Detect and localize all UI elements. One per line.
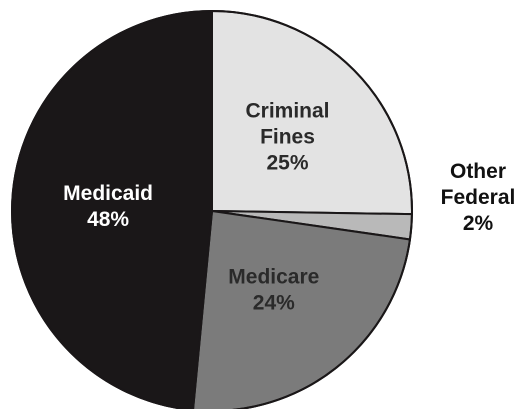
slice-label-other-federal: Other Federal 2% bbox=[441, 160, 516, 235]
slice-label-line: 48% bbox=[87, 208, 129, 231]
slice-label-medicare: Medicare 24% bbox=[228, 266, 319, 315]
slice-label-line: Criminal bbox=[245, 100, 329, 123]
slice-label-line: Medicare bbox=[228, 266, 319, 289]
slice-label-line: 24% bbox=[253, 292, 295, 315]
slice-label-line: Other bbox=[450, 160, 506, 183]
slice-label-line: 2% bbox=[463, 212, 494, 235]
slice-label-line: 25% bbox=[266, 152, 308, 175]
slice-label-line: Medicaid bbox=[63, 182, 153, 205]
slice-label-medicaid: Medicaid 48% bbox=[63, 182, 153, 231]
slice-label-line: Fines bbox=[260, 126, 315, 149]
pie-outline bbox=[11, 10, 413, 409]
slice-label-line: Federal bbox=[441, 186, 516, 209]
pie-slice-medicare bbox=[192, 209, 412, 409]
slice-label-criminal-fines: Criminal Fines 25% bbox=[245, 100, 329, 175]
